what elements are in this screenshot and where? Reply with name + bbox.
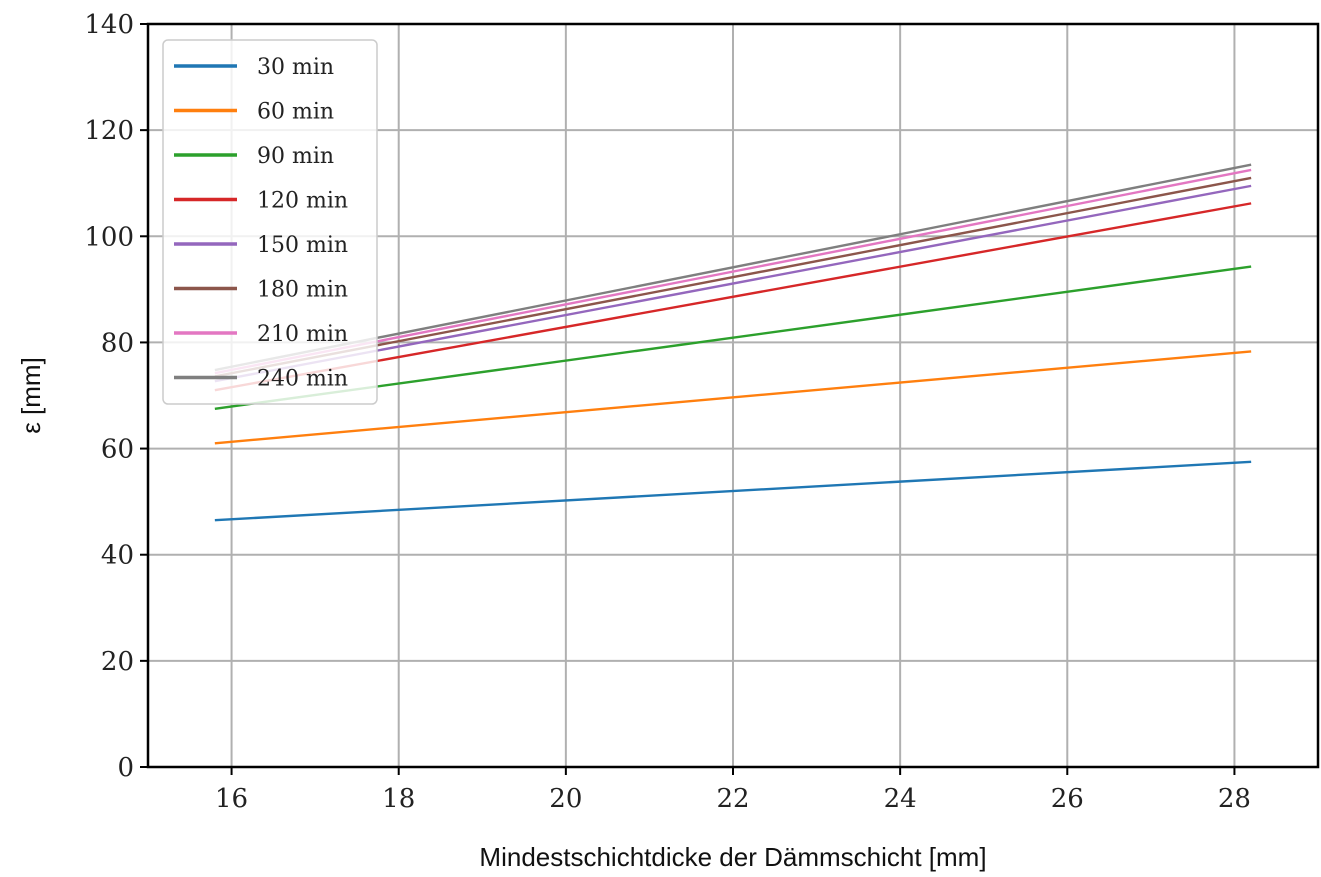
y-tick-label: 140 [84, 10, 134, 40]
x-tick-label: 18 [382, 784, 415, 814]
series-line-90-min [214, 265, 1252, 410]
series-line-240-min [214, 163, 1252, 372]
y-tick-label: 120 [84, 116, 134, 146]
y-tick-label: 0 [117, 753, 134, 783]
legend-label: 90 min [257, 144, 334, 169]
series-line-30-min [214, 460, 1252, 522]
x-tick-label: 28 [1218, 784, 1251, 814]
series-lines [214, 163, 1252, 522]
x-tick-label: 22 [716, 784, 749, 814]
y-axis-label: ε [mm] [16, 357, 46, 434]
legend-label: 180 min [257, 278, 348, 303]
y-axis-ticks: 0 20 40 60 80 100 120 140 [84, 10, 148, 783]
y-tick-label: 60 [101, 435, 134, 465]
legend-label: 120 min [257, 189, 348, 214]
legend-label: 60 min [257, 100, 334, 125]
x-axis-label: Mindestschichtdicke der Dämmschicht [mm] [479, 842, 986, 872]
legend-label: 210 min [257, 322, 348, 347]
legend-label: 30 min [257, 55, 334, 80]
x-tick-label: 24 [884, 784, 917, 814]
y-tick-label: 20 [101, 647, 134, 677]
legend: 30 min 60 min 90 min 120 min 150 min 180 min 2… [162, 39, 378, 405]
y-tick-label: 80 [101, 328, 134, 358]
series-line-120-min [214, 202, 1252, 392]
x-tick-label: 26 [1051, 784, 1084, 814]
x-tick-label: 16 [215, 784, 248, 814]
series-line-180-min [214, 176, 1252, 378]
legend-label: 150 min [257, 233, 348, 258]
x-axis-ticks: 16 18 20 22 24 26 28 [215, 767, 1251, 814]
series-line-60-min [214, 350, 1252, 445]
series-line-210-min [214, 168, 1252, 375]
series-line-150-min [214, 184, 1252, 383]
y-tick-label: 40 [101, 541, 134, 571]
legend-box [162, 39, 378, 405]
x-tick-label: 20 [549, 784, 582, 814]
legend-label: 240 min [257, 367, 348, 392]
y-tick-label: 100 [84, 222, 134, 252]
